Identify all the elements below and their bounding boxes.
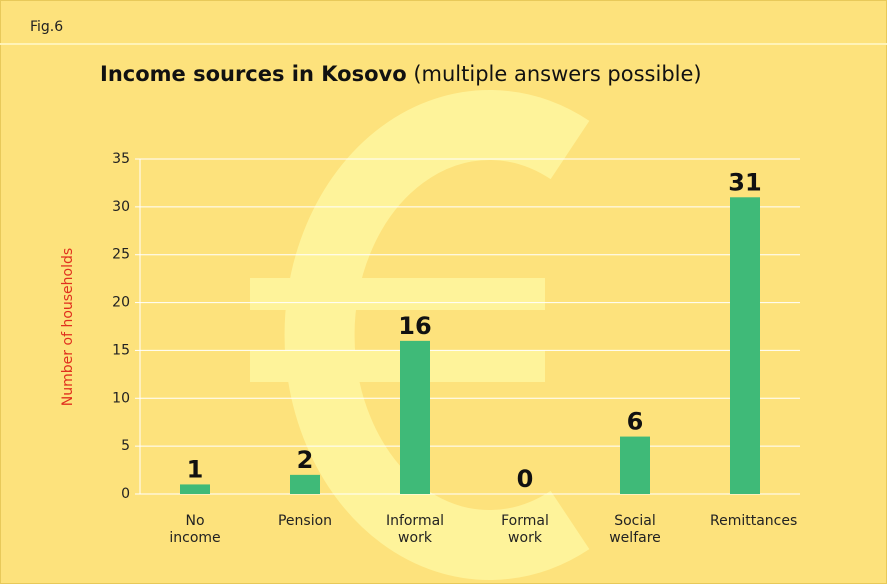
y-tick-label: 0	[121, 486, 130, 502]
x-tick-label: Informal work	[385, 513, 445, 546]
data-label: 2	[297, 446, 314, 474]
x-tick-label: Social welfare	[609, 513, 661, 546]
y-tick-label: 25	[112, 247, 130, 263]
y-tick-label: 20	[112, 295, 130, 311]
bar	[620, 436, 650, 494]
y-tick-label: 35	[112, 151, 130, 167]
y-tick-label: 10	[112, 390, 130, 406]
figure-label: Fig.6	[30, 19, 63, 35]
bar	[290, 474, 320, 494]
x-tick-label: Pension	[277, 513, 333, 529]
x-tick-label: No income	[169, 513, 221, 546]
data-label: 6	[627, 408, 644, 436]
bar	[730, 197, 760, 495]
chart-subtitle: (multiple answers possible)	[413, 62, 701, 86]
x-tick-label: Remittances	[710, 513, 798, 529]
y-tick-label: 5	[121, 438, 130, 454]
bar	[400, 340, 430, 494]
y-tick-label: 30	[112, 199, 130, 215]
y-tick-label: 15	[112, 342, 130, 358]
data-label: 0	[517, 465, 534, 493]
bar	[180, 484, 210, 494]
data-label: 1	[187, 455, 204, 483]
data-label: 31	[728, 168, 761, 196]
x-tick-label: Formal work	[501, 513, 549, 546]
euro-watermark	[250, 90, 590, 580]
y-axis-label: Number of households	[60, 248, 76, 406]
chart-title: Income sources in Kosovo	[100, 62, 407, 86]
chart-title-group: Income sources in Kosovo (multiple answe…	[100, 62, 702, 86]
data-label: 16	[398, 312, 431, 340]
